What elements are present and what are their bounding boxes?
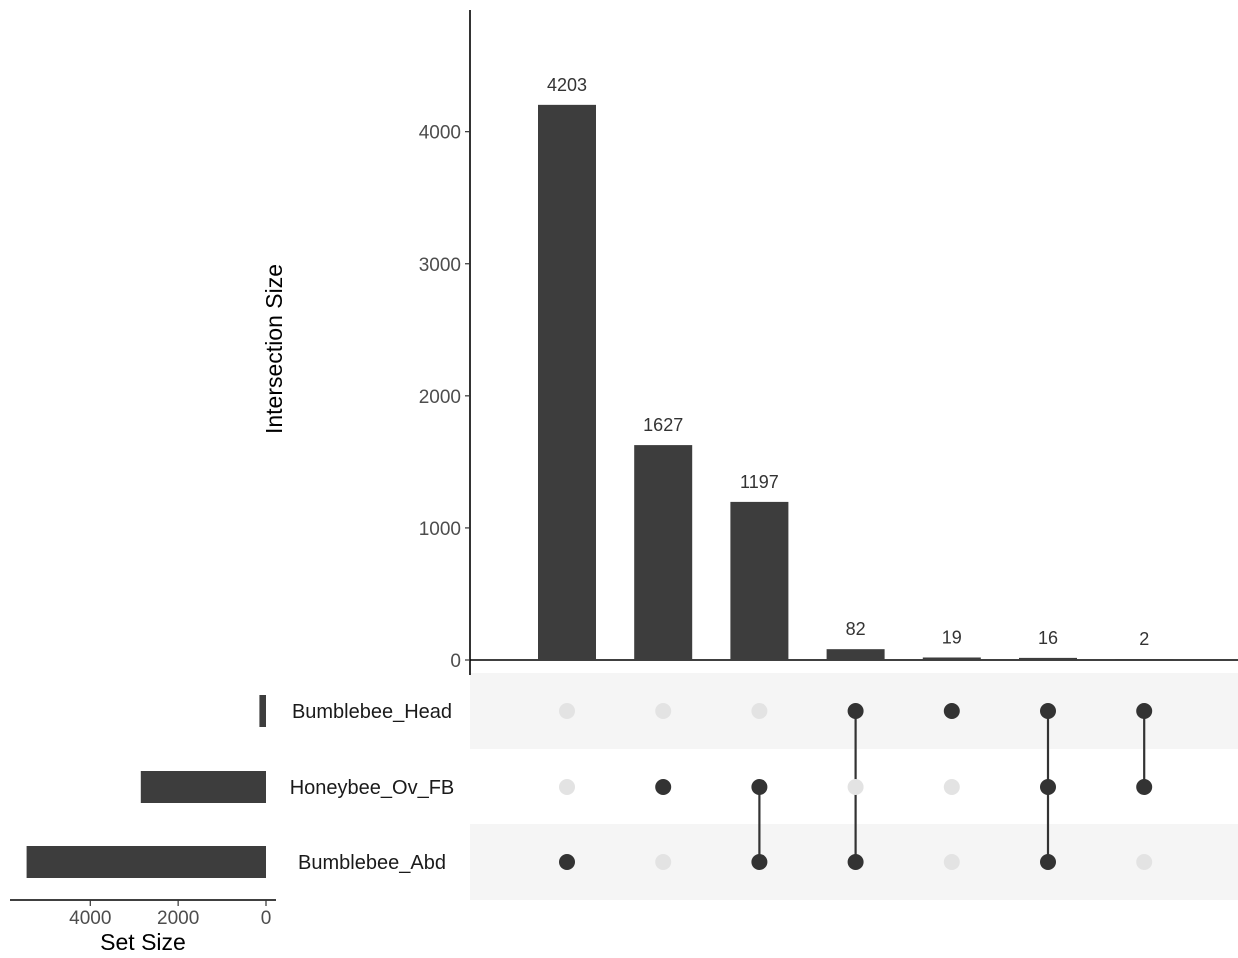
y-tick-label: 3000 — [419, 255, 461, 276]
bar-value-label: 1627 — [643, 415, 683, 435]
matrix-dot-active — [1040, 854, 1056, 870]
matrix-dot-active — [1136, 779, 1153, 795]
matrix-dot-active — [559, 854, 575, 870]
matrix-dot-active — [943, 703, 960, 719]
y-tick-label: 2000 — [419, 387, 461, 408]
y-tick-label: 1000 — [419, 519, 461, 540]
matrix-dot-inactive — [559, 779, 575, 795]
matrix-dot-inactive — [847, 779, 864, 795]
bar-value-label: 2 — [1139, 629, 1149, 649]
set-size-bar — [26, 846, 267, 878]
intersection-bars: 4203 1627 1197 82 19 16 2 — [538, 75, 1174, 660]
y-axis-title: Intersection Size — [261, 264, 287, 434]
set-size-axis-title: Set Size — [100, 929, 186, 955]
matrix-dot-active — [655, 779, 672, 795]
matrix-dot-active — [847, 854, 864, 870]
y-axis-ticks: 0 1000 2000 3000 4000 — [419, 123, 470, 672]
set-size-tick-label: 4000 — [69, 908, 111, 929]
intersection-bar — [634, 445, 693, 660]
bar-value-label: 4203 — [547, 75, 587, 95]
set-label: Bumblebee_Head — [292, 701, 452, 723]
matrix-dot-inactive — [655, 854, 672, 870]
matrix-dot-active — [1136, 703, 1153, 719]
set-size-tick-label: 2000 — [157, 908, 199, 929]
set-labels: Bumblebee_Head Honeybee_Ov_FB Bumblebee_Ab… — [290, 701, 455, 874]
intersection-bar — [1019, 657, 1077, 660]
set-size-bar — [140, 771, 266, 803]
matrix-dot-inactive — [1136, 854, 1153, 870]
matrix-dot-active — [751, 779, 768, 795]
matrix-dot-inactive — [943, 779, 960, 795]
bar-value-label: 1197 — [740, 472, 779, 492]
set-label: Honeybee_Ov_FB — [290, 777, 455, 799]
membership-matrix — [559, 703, 1153, 870]
y-tick-label: 0 — [450, 651, 461, 672]
matrix-dot-inactive — [655, 703, 672, 719]
set-size-bars — [26, 695, 267, 878]
set-size-bar — [259, 695, 266, 727]
matrix-dot-inactive — [943, 854, 960, 870]
set-label: Bumblebee_Abd — [298, 852, 446, 874]
intersection-bar — [730, 501, 789, 660]
set-size-ticks: 4000 2000 0 — [10, 899, 276, 929]
intersection-bar — [538, 104, 596, 660]
matrix-dot-active — [751, 854, 768, 870]
intersection-bar — [1115, 659, 1174, 660]
bar-value-label: 82 — [846, 619, 866, 639]
matrix-dot-active — [1040, 779, 1056, 795]
matrix-dot-active — [847, 703, 864, 719]
matrix-dot-active — [1040, 703, 1056, 719]
matrix-dot-inactive — [559, 703, 575, 719]
intersection-bar — [922, 657, 981, 660]
matrix-dot-inactive — [751, 703, 768, 719]
y-tick-label: 4000 — [419, 123, 461, 144]
intersection-bar — [826, 649, 885, 660]
bar-value-label: 16 — [1038, 628, 1058, 648]
set-size-tick-label: 0 — [261, 908, 272, 929]
bar-value-label: 19 — [942, 627, 962, 647]
